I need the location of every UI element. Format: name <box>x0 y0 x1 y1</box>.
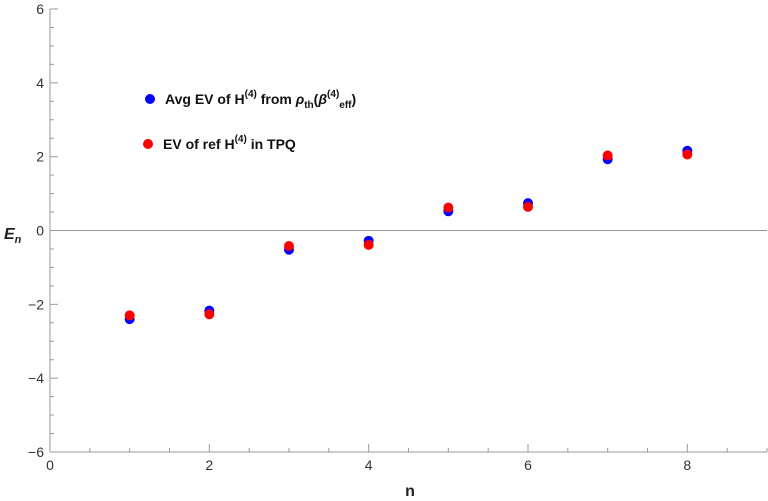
y-tick-label: 4 <box>36 75 44 91</box>
y-tick-label: −6 <box>28 444 44 460</box>
y-tick-label: 2 <box>36 149 44 165</box>
x-tick-label: 6 <box>524 457 532 473</box>
y-tick-label: 0 <box>36 223 44 239</box>
x-tick-label: 2 <box>205 457 213 473</box>
x-tick-label: 0 <box>46 457 54 473</box>
legend-label-series-2: EV of ref H(4) in TPQ <box>163 134 296 152</box>
legend-marker-series-2 <box>143 139 153 149</box>
data-point-series-2 <box>602 150 613 161</box>
y-tick-label: −4 <box>28 370 44 386</box>
legend-entry-series-1: Avg EV of H(4) from ρth(β(4)eff) <box>145 89 356 111</box>
legend-entry-series-2: EV of ref H(4) in TPQ <box>143 134 296 152</box>
y-axis-label-sub: n <box>15 234 22 246</box>
tick-marks <box>49 8 768 453</box>
y-tick-label: −2 <box>28 296 44 312</box>
data-point-series-2 <box>363 239 374 250</box>
data-point-series-2 <box>523 201 533 212</box>
data-point-series-2 <box>682 149 693 160</box>
data-point-series-2 <box>124 310 135 321</box>
legend-label-series-1: Avg EV of H(4) from ρth(β(4)eff) <box>165 89 356 111</box>
legend: Avg EV of H(4) from ρth(β(4)eff) EV of r… <box>143 89 356 152</box>
x-tick-label: 8 <box>683 457 691 473</box>
y-axis-label: En <box>4 226 22 246</box>
data-point-series-2 <box>443 202 454 213</box>
data-point-series-2 <box>204 309 215 320</box>
y-axis-label-main: E <box>4 226 16 243</box>
legend-marker-series-1 <box>145 94 155 104</box>
tick-labels: 0 2 4 6 8 −6 −4 −2 0 2 4 6 <box>28 1 691 473</box>
data-points <box>124 145 693 325</box>
x-axis-label: n <box>405 483 415 500</box>
axes <box>49 9 767 453</box>
x-tick-label: 4 <box>365 457 373 473</box>
y-tick-label: 6 <box>36 1 44 17</box>
data-point-series-2 <box>284 241 294 252</box>
